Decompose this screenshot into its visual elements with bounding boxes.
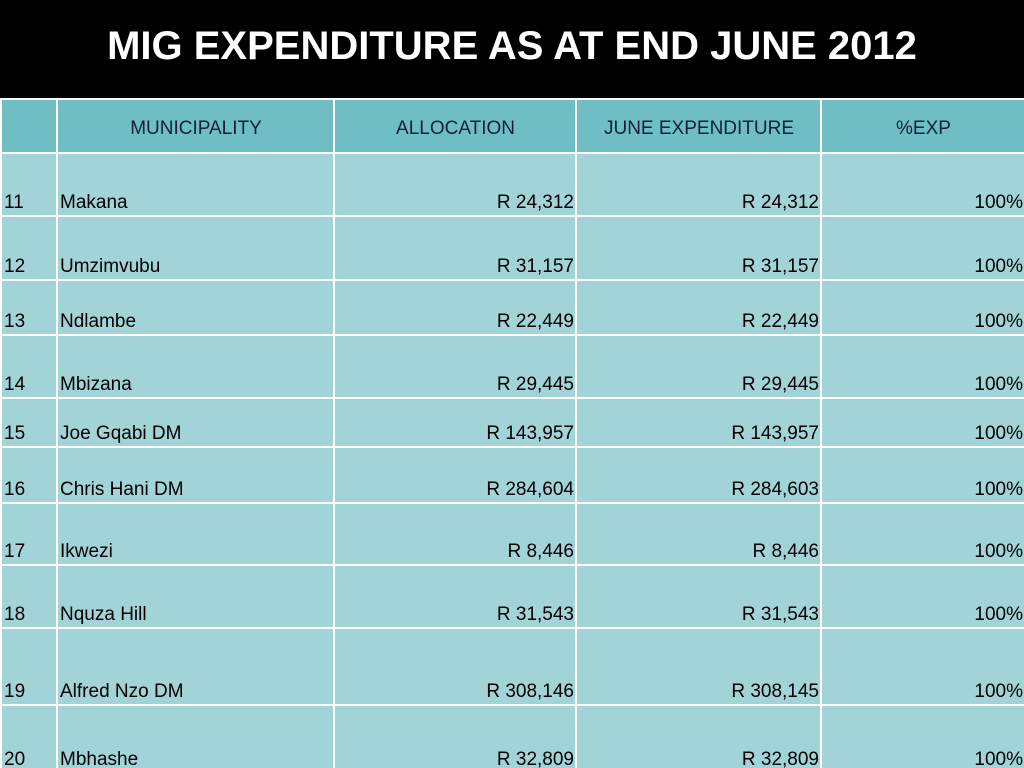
page-title: MIG EXPENDITURE AS AT END JUNE 2012: [107, 23, 917, 68]
municipality-cell: Ikwezi: [56, 502, 335, 566]
expenditure-cell: R 8,446: [575, 502, 822, 566]
percent-cell: 100%: [820, 334, 1024, 399]
expenditure-table: MUNICIPALITY ALLOCATION JUNE EXPENDITURE…: [0, 98, 1024, 768]
percent-cell: 100%: [820, 704, 1024, 768]
row-number: 13: [0, 279, 58, 336]
allocation-cell: R 24,312: [333, 152, 577, 217]
municipality-cell: Makana: [56, 152, 335, 217]
row-number: 15: [0, 397, 58, 448]
table-row: 13 Ndlambe R 22,449 R 22,449 100%: [0, 279, 1024, 336]
expenditure-cell: R 22,449: [575, 279, 822, 336]
allocation-cell: R 8,446: [333, 502, 577, 566]
row-number: 11: [0, 152, 58, 217]
row-number: 16: [0, 446, 58, 504]
municipality-cell: Mbhashe: [56, 704, 335, 768]
municipality-cell: Alfred Nzo DM: [56, 627, 335, 706]
allocation-cell: R 32,809: [333, 704, 577, 768]
table-header-row: MUNICIPALITY ALLOCATION JUNE EXPENDITURE…: [0, 98, 1024, 154]
table-row: 11 Makana R 24,312 R 24,312 100%: [0, 152, 1024, 217]
table-row: 14 Mbizana R 29,445 R 29,445 100%: [0, 334, 1024, 399]
municipality-cell: Mbizana: [56, 334, 335, 399]
expenditure-cell: R 24,312: [575, 152, 822, 217]
percent-cell: 100%: [820, 152, 1024, 217]
municipality-cell: Nquza Hill: [56, 564, 335, 629]
row-number: 20: [0, 704, 58, 768]
header-allocation: ALLOCATION: [333, 98, 577, 154]
allocation-cell: R 31,543: [333, 564, 577, 629]
table-row: 12 Umzimvubu R 31,157 R 31,157 100%: [0, 215, 1024, 281]
expenditure-cell: R 29,445: [575, 334, 822, 399]
header-percent-exp: %EXP: [820, 98, 1024, 154]
municipality-cell: Umzimvubu: [56, 215, 335, 281]
row-number: 14: [0, 334, 58, 399]
expenditure-cell: R 31,157: [575, 215, 822, 281]
expenditure-cell: R 308,145: [575, 627, 822, 706]
allocation-cell: R 22,449: [333, 279, 577, 336]
header-number: [0, 98, 58, 154]
expenditure-cell: R 32,809: [575, 704, 822, 768]
allocation-cell: R 284,604: [333, 446, 577, 504]
title-bar: MIG EXPENDITURE AS AT END JUNE 2012: [0, 0, 1024, 98]
percent-cell: 100%: [820, 397, 1024, 448]
expenditure-cell: R 143,957: [575, 397, 822, 448]
municipality-cell: Joe Gqabi DM: [56, 397, 335, 448]
allocation-cell: R 143,957: [333, 397, 577, 448]
expenditure-cell: R 31,543: [575, 564, 822, 629]
percent-cell: 100%: [820, 564, 1024, 629]
table-row: 15 Joe Gqabi DM R 143,957 R 143,957 100%: [0, 397, 1024, 448]
table-row: 18 Nquza Hill R 31,543 R 31,543 100%: [0, 564, 1024, 629]
percent-cell: 100%: [820, 215, 1024, 281]
table-row: 20 Mbhashe R 32,809 R 32,809 100%: [0, 704, 1024, 768]
percent-cell: 100%: [820, 446, 1024, 504]
allocation-cell: R 29,445: [333, 334, 577, 399]
municipality-cell: Ndlambe: [56, 279, 335, 336]
row-number: 19: [0, 627, 58, 706]
percent-cell: 100%: [820, 502, 1024, 566]
percent-cell: 100%: [820, 627, 1024, 706]
header-municipality: MUNICIPALITY: [56, 98, 335, 154]
municipality-cell: Chris Hani DM: [56, 446, 335, 504]
allocation-cell: R 308,146: [333, 627, 577, 706]
table-row: 17 Ikwezi R 8,446 R 8,446 100%: [0, 502, 1024, 566]
row-number: 12: [0, 215, 58, 281]
table-row: 19 Alfred Nzo DM R 308,146 R 308,145 100…: [0, 627, 1024, 706]
row-number: 17: [0, 502, 58, 566]
percent-cell: 100%: [820, 279, 1024, 336]
table-row: 16 Chris Hani DM R 284,604 R 284,603 100…: [0, 446, 1024, 504]
allocation-cell: R 31,157: [333, 215, 577, 281]
row-number: 18: [0, 564, 58, 629]
header-june-expenditure: JUNE EXPENDITURE: [575, 98, 822, 154]
expenditure-cell: R 284,603: [575, 446, 822, 504]
